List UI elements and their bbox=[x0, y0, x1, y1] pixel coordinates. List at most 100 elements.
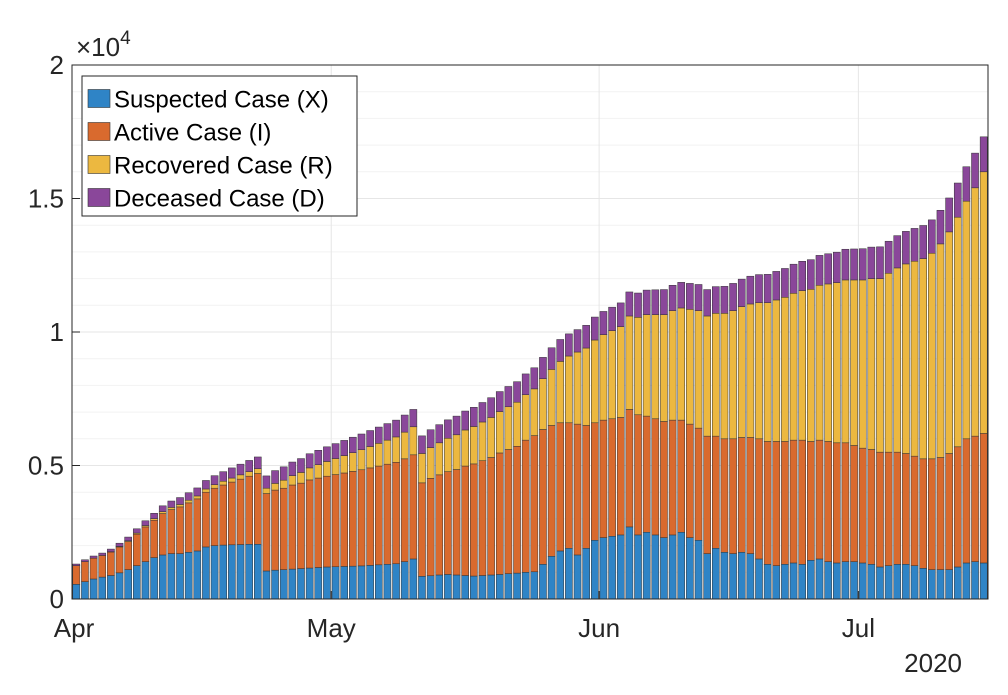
bar-segment bbox=[660, 314, 668, 422]
bar-segment bbox=[176, 506, 184, 554]
bar-segment bbox=[470, 426, 478, 465]
y-tick-label: 2 bbox=[50, 50, 64, 80]
bar-segment bbox=[772, 441, 781, 566]
x-tick-label: Jun bbox=[578, 613, 620, 643]
bar-segment bbox=[435, 574, 444, 600]
bar-segment bbox=[668, 419, 677, 536]
y-exponent-label: ×104 bbox=[76, 28, 131, 62]
legend-label: Deceased Case (D) bbox=[114, 186, 325, 213]
bar-segment bbox=[729, 553, 737, 600]
bar-segment bbox=[971, 561, 979, 600]
legend-swatch bbox=[87, 188, 111, 207]
bar-segment bbox=[686, 309, 694, 425]
bar-segment bbox=[677, 532, 686, 600]
bar-segment bbox=[271, 489, 279, 571]
bar-segment bbox=[910, 565, 919, 600]
bar-segment bbox=[176, 553, 184, 600]
bar-segment bbox=[547, 425, 556, 557]
y-tick-label: 0.5 bbox=[28, 451, 64, 481]
bar-segment bbox=[910, 228, 919, 262]
bar-segment bbox=[660, 289, 668, 315]
x-axis: Apr May Jun Jul bbox=[54, 591, 875, 643]
bar-segment bbox=[210, 545, 219, 600]
bar-segment bbox=[107, 551, 115, 576]
bar-segment bbox=[305, 567, 314, 600]
bar-segment bbox=[746, 553, 755, 600]
bar-segment bbox=[893, 564, 902, 600]
bar-segment bbox=[374, 564, 383, 600]
bar-segment bbox=[124, 541, 132, 570]
bar-segment bbox=[876, 566, 884, 600]
bar-segment bbox=[651, 289, 660, 315]
bar-segment bbox=[772, 271, 781, 301]
bar-segment bbox=[841, 248, 850, 281]
bar-segment bbox=[228, 467, 236, 479]
bar-segment bbox=[850, 248, 858, 281]
bar-segment bbox=[953, 216, 962, 448]
bar-segment bbox=[962, 200, 971, 440]
bar-segment bbox=[971, 435, 979, 562]
x-tick-label: Jul bbox=[842, 613, 875, 643]
bar-segment bbox=[867, 449, 876, 565]
bar-segment bbox=[418, 576, 426, 600]
bar-segment bbox=[668, 534, 677, 600]
bar-segment bbox=[686, 537, 694, 600]
bar-segment bbox=[107, 548, 115, 552]
bar-segment bbox=[409, 454, 418, 560]
bar-segment bbox=[858, 447, 867, 564]
bar-segment bbox=[81, 581, 89, 600]
bar-segment bbox=[547, 369, 556, 426]
bar-segment bbox=[625, 291, 634, 317]
bar-segment bbox=[374, 443, 383, 467]
bar-segment bbox=[832, 442, 841, 564]
bar-segment bbox=[504, 386, 513, 408]
bar-segment bbox=[478, 421, 487, 461]
bar-segment bbox=[279, 487, 288, 570]
bar-segment bbox=[668, 310, 677, 421]
bar-segment bbox=[729, 438, 737, 554]
bar-segment bbox=[660, 421, 668, 538]
y-tick-label: 1 bbox=[50, 317, 64, 347]
bar-segment bbox=[746, 303, 755, 438]
bar-segment bbox=[979, 171, 988, 434]
bar-segment bbox=[755, 302, 763, 440]
bar-segment bbox=[651, 418, 660, 536]
bar-segment bbox=[798, 564, 807, 600]
bar-segment bbox=[495, 452, 504, 575]
bar-segment bbox=[331, 474, 340, 567]
bar-segment bbox=[418, 435, 426, 454]
bar-segment bbox=[487, 417, 495, 458]
bar-segment bbox=[893, 267, 902, 453]
grid bbox=[72, 65, 988, 599]
legend-swatch bbox=[87, 155, 111, 174]
bar-segment bbox=[789, 562, 798, 600]
bar-segment bbox=[720, 313, 729, 440]
bar-segment bbox=[781, 564, 789, 600]
bar-segment bbox=[772, 565, 781, 600]
bar-segment bbox=[167, 500, 176, 508]
bar-segment bbox=[850, 445, 858, 562]
bar-segment bbox=[150, 557, 158, 600]
bar-segment bbox=[824, 441, 832, 562]
bar-segment bbox=[357, 469, 366, 567]
bar-segment bbox=[409, 558, 418, 600]
bar-segment bbox=[158, 554, 167, 600]
bar-segment bbox=[962, 562, 971, 600]
bar-segment bbox=[262, 570, 271, 600]
bar-segment bbox=[824, 283, 832, 442]
bar-segment bbox=[711, 286, 720, 314]
bar-segment bbox=[513, 446, 521, 574]
bar-segment bbox=[556, 339, 565, 362]
bar-segment bbox=[936, 569, 945, 600]
bar-segment bbox=[245, 544, 253, 600]
bar-segment bbox=[599, 537, 608, 600]
bar-segment bbox=[746, 437, 755, 554]
bar-segment bbox=[366, 565, 374, 600]
bar-segment bbox=[979, 433, 988, 564]
bar-segment bbox=[781, 268, 789, 298]
bar-segment bbox=[556, 550, 565, 600]
bar-segment bbox=[133, 528, 141, 534]
bar-segment bbox=[729, 310, 737, 440]
y-tick-label: 1.5 bbox=[28, 184, 64, 214]
